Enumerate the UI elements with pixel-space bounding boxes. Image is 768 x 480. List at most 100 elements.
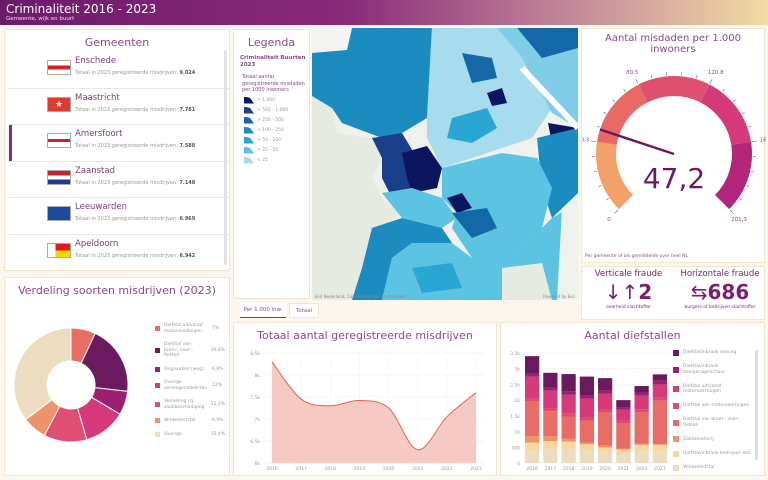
bar-segment[interactable]	[634, 443, 649, 445]
bar-segment[interactable]	[543, 448, 558, 463]
bar-segment[interactable]	[561, 416, 576, 439]
bar-segment[interactable]	[598, 445, 613, 448]
bar-segment[interactable]	[579, 395, 594, 399]
bar-segment[interactable]	[598, 412, 613, 446]
pie-legend-item[interactable]: Diefstal van brom-, snor-, fietsen 19,8%	[155, 342, 225, 359]
gauge-title: Aantal misdaden per 1.000 inwoners	[605, 33, 741, 55]
bar-segment[interactable]	[579, 444, 594, 451]
bar-segment[interactable]	[634, 412, 649, 444]
bar-segment[interactable]	[616, 449, 631, 454]
bar-segment[interactable]	[616, 423, 631, 449]
pie-legend-item[interactable]: Overige vermogensdelicten 12%	[155, 380, 225, 391]
bar-segment[interactable]	[525, 356, 540, 374]
bar-segment[interactable]	[579, 376, 594, 396]
gemeente-item[interactable]: Enschede Totaal in 2023 geregistreerde m…	[9, 52, 229, 89]
bar-segment[interactable]	[598, 378, 613, 391]
bar-segment[interactable]	[652, 400, 667, 445]
bar-segment[interactable]	[561, 438, 576, 442]
bar-segment[interactable]	[579, 417, 594, 421]
bar-segment[interactable]	[634, 395, 649, 410]
bar-segment[interactable]	[598, 393, 613, 410]
bar-segment[interactable]	[579, 450, 594, 463]
bar-segment[interactable]	[616, 400, 631, 408]
bar-segment[interactable]	[652, 384, 667, 398]
pie-legend-item[interactable]: Winkeldiefstal 6,9%	[155, 418, 225, 424]
pie-slice[interactable]	[13, 327, 72, 421]
pie-chart[interactable]	[13, 313, 133, 463]
bar-segment[interactable]	[543, 408, 558, 412]
bar-segment[interactable]	[634, 386, 649, 393]
bar-segment[interactable]	[652, 397, 667, 401]
bar-segment[interactable]	[561, 394, 576, 414]
bar-segment[interactable]	[579, 398, 594, 418]
gemeenten-scrollbar[interactable]	[224, 50, 227, 265]
bar-legend-item[interactable]: Diefstal/inbraak box/garage/schuur	[673, 364, 753, 375]
pie-legend-item[interactable]: Overige 35,4%	[155, 432, 225, 438]
bar-segment[interactable]	[634, 392, 649, 396]
bar-segment[interactable]	[652, 444, 667, 445]
bar-segment[interactable]	[616, 407, 631, 410]
bar-legend-item[interactable]: Diefstal van motorvoertuigen	[673, 402, 753, 409]
line-series[interactable]	[271, 361, 477, 451]
map[interactable]: Esri Nederland, Community Map Contributo…	[312, 28, 578, 300]
bar-segment[interactable]	[616, 409, 631, 421]
tab-per-1000[interactable]: Per 1.000 inw.	[240, 303, 286, 318]
bar-segment[interactable]	[579, 420, 594, 443]
bar-segment[interactable]	[525, 450, 540, 463]
bar-segment[interactable]	[634, 450, 649, 463]
bar-legend-item[interactable]: Winkeldiefstal	[673, 465, 753, 472]
bar-segment[interactable]	[543, 372, 558, 388]
tab-totaal[interactable]: Totaal	[289, 303, 319, 318]
gemeente-item[interactable]: Apeldoorn Totaal in 2023 geregistreerde …	[9, 235, 229, 268]
bar-segment[interactable]	[525, 401, 540, 437]
bar-segment[interactable]	[616, 448, 631, 450]
bar-legend-item[interactable]: Diefstal/inbraak bedrijven enz.	[673, 450, 753, 457]
bar-segment[interactable]	[598, 447, 613, 452]
bar-segment[interactable]	[543, 390, 558, 408]
bar-segment[interactable]	[561, 413, 576, 417]
bar-segment[interactable]	[634, 444, 649, 451]
bar-segment[interactable]	[652, 380, 667, 385]
bar-segment[interactable]	[561, 441, 576, 449]
pie-legend-item[interactable]: Vernieling cq. zaakbeschadiging 12,2%	[155, 399, 225, 410]
bar-segment[interactable]	[561, 374, 576, 392]
bar-segment[interactable]	[598, 409, 613, 413]
bar-legend-item[interactable]: Diefstal uit/vanaf motorvoertuigen	[673, 384, 753, 395]
bar-segment[interactable]	[543, 387, 558, 391]
gemeente-item[interactable]: Zaanstad Totaal in 2023 geregistreerde m…	[9, 162, 229, 198]
bar-segment[interactable]	[634, 409, 649, 413]
line-chart[interactable]: 6k 6,5k 7k 7,5k 8k 8,5k 2016 2017 2018 2019 2020 20…	[234, 345, 498, 475]
bar-segment[interactable]	[598, 390, 613, 394]
bar-legend-scrollbar[interactable]	[755, 350, 758, 460]
gemeente-item[interactable]: ★ Maastricht Totaal in 2023 geregistreer…	[9, 89, 229, 125]
bar-segment[interactable]	[543, 441, 558, 449]
bar-segment[interactable]	[616, 453, 631, 463]
map-attribution[interactable]: Esri Nederland, Community Map Contributo…	[315, 294, 406, 299]
map-choropleth[interactable]	[312, 28, 578, 300]
bar-segment[interactable]	[598, 452, 613, 463]
bar-segment[interactable]	[652, 450, 667, 463]
gemeente-item[interactable]: Amersfoort Totaal in 2023 geregistreerde…	[9, 125, 229, 162]
bar-legend-item[interactable]: Diefstal/inbraak woning	[673, 350, 753, 356]
bar-segment[interactable]	[616, 420, 631, 424]
pie-legend-value: 6,9%	[212, 418, 224, 423]
bar-segment[interactable]	[525, 398, 540, 402]
bar-segment[interactable]	[543, 411, 558, 437]
bar-segment[interactable]	[652, 374, 667, 381]
pie-legend-item[interactable]: Diefstal uit/vanaf motorvoertuigen 7%	[155, 323, 225, 334]
bar-segment[interactable]	[525, 442, 540, 451]
pie-legend-item[interactable]: Ongevallen (weg) 6,8%	[155, 367, 225, 373]
bar-segment[interactable]	[525, 376, 540, 399]
bar-segment[interactable]	[652, 444, 667, 451]
bar-segment[interactable]	[579, 442, 594, 445]
bar-legend-item[interactable]: Diefstal van brom-, snor-, fietsen	[673, 417, 753, 428]
bar-segment[interactable]	[525, 436, 540, 443]
map-powered-by[interactable]: Powered by Esri	[543, 294, 575, 299]
bar-segment[interactable]	[561, 391, 576, 395]
bar-segment[interactable]	[525, 373, 540, 377]
bar-segment[interactable]	[543, 436, 558, 441]
gemeente-item[interactable]: Leeuwarden Totaal in 2023 geregistreerde…	[9, 198, 229, 235]
bar-segment[interactable]	[561, 448, 576, 463]
bar-legend-item[interactable]: Zakkenrollerij	[673, 436, 753, 443]
bar-chart[interactable]: 0 500 1k 1,5k 2k 2,5k 3k 3,5k 2016 2017 2018 2019 20…	[501, 345, 671, 475]
